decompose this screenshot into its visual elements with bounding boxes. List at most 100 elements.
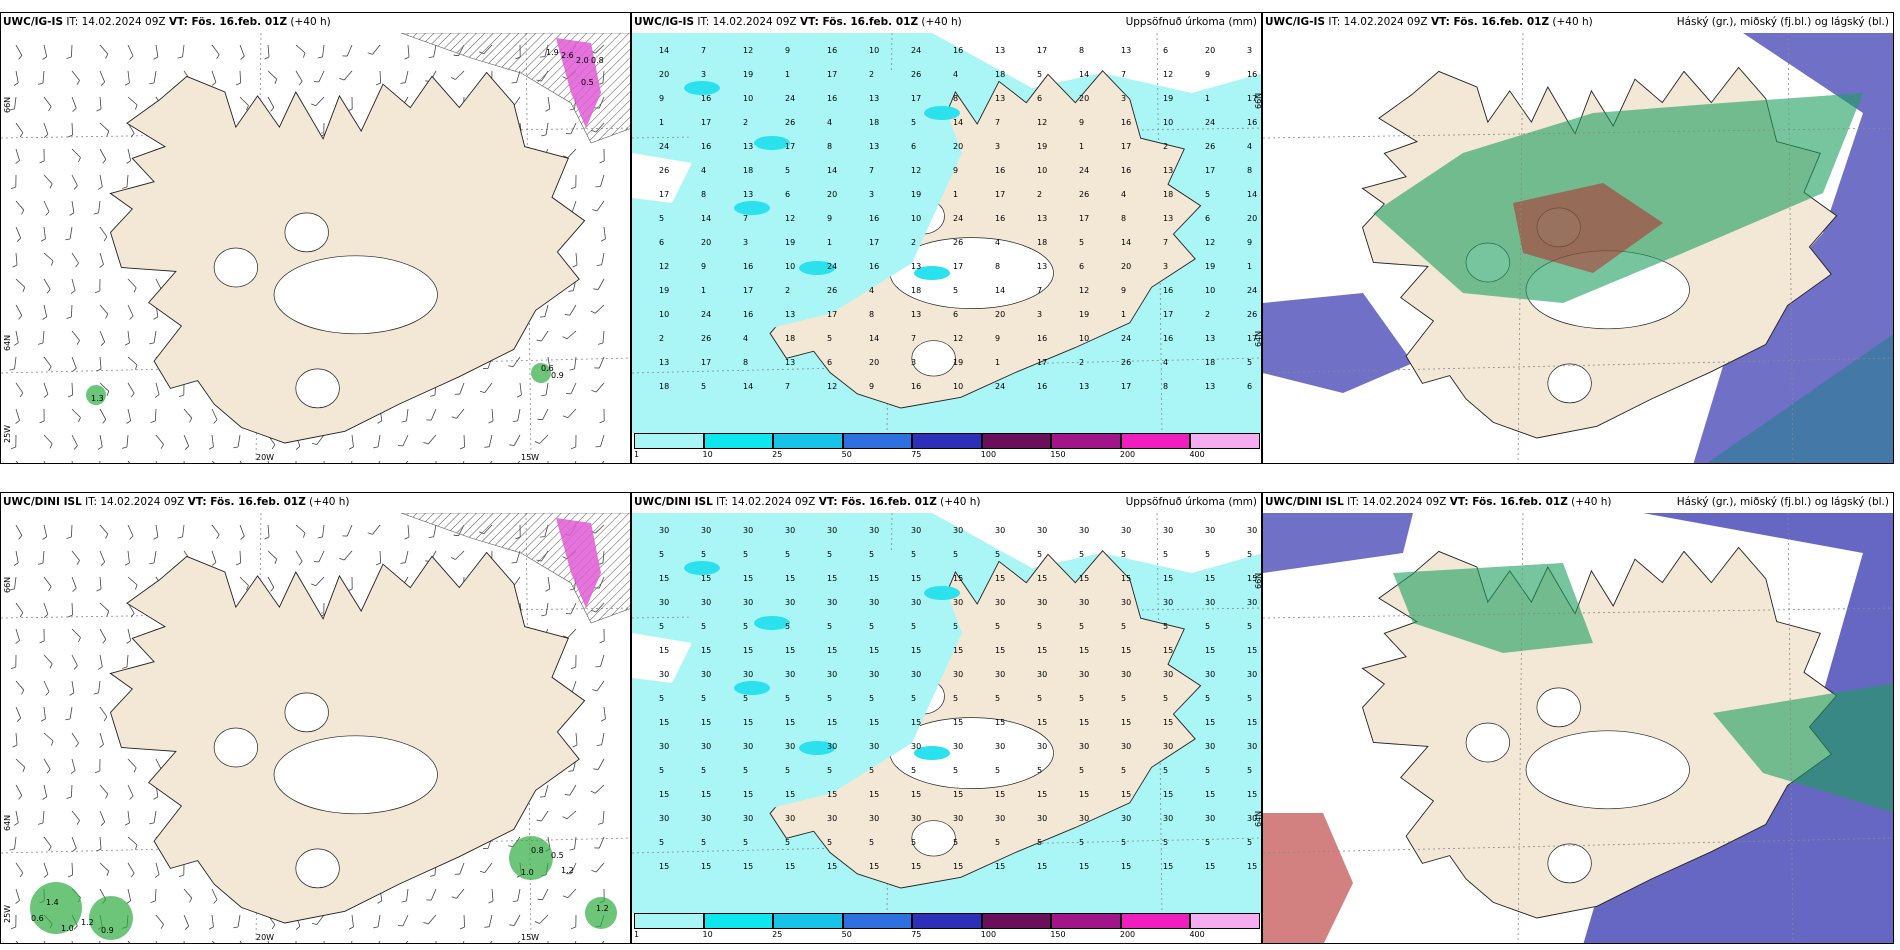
precip-value-label: 5 xyxy=(1037,694,1042,703)
wind-barb xyxy=(397,914,409,927)
panel-header: UWC/IG-IS IT: 14.02.2024 09Z VT: Fös. 16… xyxy=(1265,16,1593,28)
precip-value-label: 16 xyxy=(743,310,753,319)
wind-barb xyxy=(71,550,80,565)
precip-value-label: 30 xyxy=(1247,526,1257,535)
precip-value-label: 13 xyxy=(743,142,753,151)
precip-value-label: 6 xyxy=(785,190,790,199)
precip-value-label: 19 xyxy=(953,358,963,367)
precip-value-label: 30 xyxy=(1037,742,1047,751)
precip-value-label: 5 xyxy=(827,838,832,847)
wind-barb xyxy=(596,732,605,747)
heavy-precip-cell xyxy=(799,741,835,755)
precip-legend: 1 10 25 50 75 100 150 200 400 xyxy=(634,433,1260,461)
precip-value-label: 5 xyxy=(1163,838,1168,847)
precip-value-label: 9 xyxy=(1205,70,1210,79)
wind-barb xyxy=(71,836,77,852)
precip-value-label: 15 xyxy=(659,646,669,655)
precip-value-label: 13 xyxy=(1037,262,1047,271)
glacier-area xyxy=(284,212,329,253)
wind-barb xyxy=(595,174,605,188)
precip-value-label: 30 xyxy=(785,670,795,679)
wind-barb xyxy=(99,602,110,616)
glacier-area xyxy=(1525,730,1690,810)
wind-barb xyxy=(38,70,45,85)
wind-barb xyxy=(367,524,381,535)
precip-value-label: 7 xyxy=(911,334,916,343)
wind-barb xyxy=(339,550,353,561)
precip-value-label: 30 xyxy=(743,526,753,535)
precip-value-label: 5 xyxy=(1205,766,1210,775)
wind-barb xyxy=(590,304,605,314)
precip-value-label: 30 xyxy=(911,814,921,823)
wind-barb xyxy=(211,524,220,540)
precip-value-label: 2 xyxy=(743,118,748,127)
precip-value-label: 30 xyxy=(659,742,669,751)
wind-barb xyxy=(38,810,45,825)
wind-barb xyxy=(70,758,76,774)
wind-barb xyxy=(149,70,157,85)
wind-barb xyxy=(99,226,108,242)
legend-swatch xyxy=(1051,913,1121,929)
precip-value-label: 12 xyxy=(1079,286,1089,295)
wind-barb xyxy=(339,70,353,81)
legend-tick-label: 1 xyxy=(634,930,640,939)
axis-lat-64n: 64N xyxy=(3,814,12,831)
precip-value-label: 9 xyxy=(827,214,832,223)
precip-value-label: 7 xyxy=(785,382,790,391)
wind-barb xyxy=(351,940,353,943)
precip-value-label: 26 xyxy=(911,70,921,79)
precip-value-label: 1 xyxy=(1205,94,1210,103)
precip-value-label: 30 xyxy=(827,598,837,607)
precip-value-label: 3 xyxy=(743,238,748,247)
heavy-precip-cell xyxy=(799,261,835,275)
legend-swatch xyxy=(703,913,774,929)
wind-barb xyxy=(99,252,104,268)
precip-value-label: 20 xyxy=(869,358,879,367)
wind-barb xyxy=(43,278,51,294)
precip-value-label: 18 xyxy=(1037,238,1047,247)
precip-value-label: 26 xyxy=(785,118,795,127)
precip-value-label: 5 xyxy=(1163,694,1168,703)
precip-value-label: 5 xyxy=(995,838,1000,847)
precip-value-label: 12 xyxy=(659,262,669,271)
precip-value-label: 5 xyxy=(1163,550,1168,559)
precip-value-label: 16 xyxy=(827,46,837,55)
wind-barb xyxy=(450,70,465,80)
wind-panel-bottom: UWC/DINI ISL IT: 14.02.2024 09Z VT: Fös.… xyxy=(0,492,631,944)
heavy-precip-cell xyxy=(924,106,960,120)
precip-value-label: 30 xyxy=(1205,670,1215,679)
precip-value-label: 16 xyxy=(995,214,1005,223)
precip-value-label: 18 xyxy=(1163,190,1173,199)
precip-value-label: 5 xyxy=(1205,190,1210,199)
wind-barb xyxy=(43,200,50,216)
precip-value-label: 13 xyxy=(995,94,1005,103)
precip-value-label: 30 xyxy=(743,814,753,823)
dry-area xyxy=(632,153,692,203)
wind-barb xyxy=(9,96,17,111)
panel-header: UWC/IG-IS IT: 14.02.2024 09Z VT: Fös. 16… xyxy=(634,16,962,28)
precip-value-label: 2 xyxy=(659,334,664,343)
precip-value-label: 15 xyxy=(911,574,921,583)
wind-barb xyxy=(490,460,493,463)
wind-barb xyxy=(67,122,74,138)
dry-area xyxy=(932,513,1261,573)
precip-value-label: 5 xyxy=(953,622,958,631)
precip-blob xyxy=(531,363,551,383)
precip-value-label: 8 xyxy=(743,358,748,367)
precip-value-label: 13 xyxy=(785,358,795,367)
precip-value-label: 14 xyxy=(743,382,753,391)
wind-barb xyxy=(178,862,185,878)
wind-barb xyxy=(599,408,605,424)
precip-value-label: 1 xyxy=(1121,310,1126,319)
dry-area xyxy=(632,633,692,683)
precip-value-label: 16 xyxy=(1037,334,1047,343)
wind-barb xyxy=(239,460,242,463)
glacier-area xyxy=(911,820,956,857)
wind-barb xyxy=(311,96,325,107)
panel-header: UWC/IG-IS IT: 14.02.2024 09Z VT: Fös. 16… xyxy=(3,16,331,28)
wind-barb xyxy=(313,550,325,563)
wind-barb xyxy=(536,810,549,822)
wind-barb xyxy=(15,706,22,722)
precip-value-label: 10 xyxy=(743,94,753,103)
wind-barb xyxy=(599,148,605,164)
